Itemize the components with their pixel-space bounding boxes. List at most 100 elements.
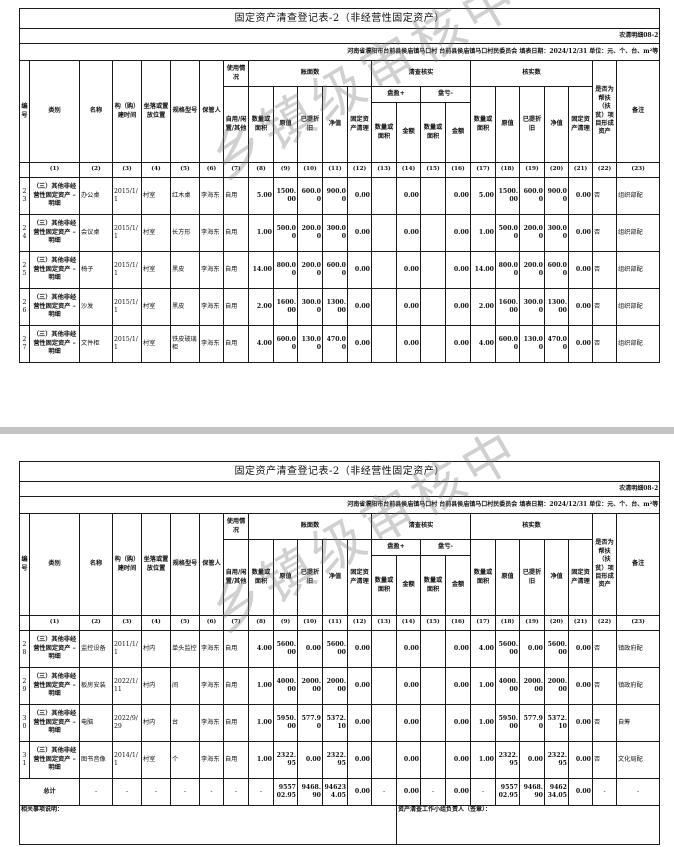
cell-poverty: 否	[592, 704, 617, 742]
total-build-time: -	[112, 778, 142, 806]
cell-location: 村室	[141, 214, 171, 252]
col-loss-qty: 数量或面积	[420, 102, 446, 163]
cell-ver-orig: 800.00	[495, 251, 520, 289]
cell-surplus-amount: 0.00	[396, 667, 421, 705]
cell-book-clear: 0.00	[347, 214, 372, 252]
cell-poverty: 否	[592, 630, 617, 668]
cell-remark: 组织部配	[615, 251, 661, 289]
col-book-depr: 已提折旧	[297, 539, 323, 616]
column-number-row: (1) (2) (3) (4) (5) (6) (7) (8) (9) (10) (11) (12)(…	[19, 162, 661, 178]
cell-book-clear: 0.00	[347, 704, 372, 742]
cell-ver-qty: 4.00	[470, 630, 496, 668]
cell-ver-net: 900.00	[544, 177, 569, 215]
col-usage-sub: 自用/闲置/其他	[223, 86, 249, 163]
col-number: (1)	[29, 162, 80, 178]
cell-loss-amount: 0.00	[445, 704, 471, 742]
cell-name: 监控设备	[79, 630, 113, 668]
cell-keeper: 李海东	[199, 741, 224, 779]
cell-usage: 自用	[223, 325, 249, 363]
cell-ver-qty: 1.00	[470, 741, 496, 779]
cell-surplus-qty	[371, 251, 397, 289]
cell-build-time: 2022/9/29	[112, 704, 142, 742]
total-book-qty: -	[248, 778, 274, 806]
cell-poverty: 否	[592, 251, 617, 289]
cell-book-orig: 800.00	[273, 251, 298, 289]
col-number: (5)	[170, 162, 200, 178]
cell-ver-clear: 0.00	[568, 325, 593, 363]
cell-book-depr: 0.00	[297, 741, 323, 779]
cell-surplus-qty	[371, 214, 397, 252]
col-ver-depr: 已提折旧	[519, 539, 545, 616]
cell-build-time: 2015/1/1	[112, 325, 142, 363]
col-ver-qty: 数量或面积	[470, 539, 496, 616]
col-surplus: 盘盈+	[371, 539, 421, 556]
cell-name: 文件柜	[79, 325, 113, 363]
cell-poverty: 否	[592, 288, 617, 326]
cell-ver-qty: 14.00	[470, 251, 496, 289]
col-number: (17)	[470, 615, 496, 631]
cell-no: 31	[19, 741, 30, 779]
cell-book-net: 300.00	[322, 214, 348, 252]
cell-book-qty: 1.00	[248, 704, 274, 742]
col-number: (20)	[544, 162, 569, 178]
col-ver-clear: 固定资产清理	[568, 539, 593, 616]
total-name: -	[79, 778, 113, 806]
col-no: 编号	[19, 513, 30, 616]
cell-ver-qty: 1.00	[470, 667, 496, 705]
cell-spec: 单头监控	[170, 630, 200, 668]
col-ver-qty: 数量或面积	[470, 86, 496, 163]
cell-build-time: 2015/1/1	[112, 251, 142, 289]
table-row: 25 （三）其他非经营性固定资产 –明细 椅子 2015/1/1 村室 黑皮 李海东 自用 14…	[19, 251, 661, 289]
col-number: (2)	[79, 162, 113, 178]
col-surplus-amount: 金额	[396, 555, 421, 616]
col-category: 类别	[29, 60, 80, 163]
table-row: 23 （三）其他非经营性固定资产 –明细 办公桌 2015/1/1 村室 红木桌 李海东 自用…	[19, 177, 661, 215]
col-location: 坐落或置放位置	[141, 60, 171, 163]
col-number: (18)	[495, 162, 520, 178]
cell-no: 26	[19, 288, 30, 326]
col-poverty: 是否为帮扶（扶贫）项目形成资产	[592, 513, 617, 616]
total-usage: -	[223, 778, 249, 806]
table-row: 24 （三）其他非经营性固定资产 –明细 会议桌 2015/1/1 村室 长方形 李海东 自用…	[19, 214, 661, 252]
cell-book-qty: 1.00	[248, 214, 274, 252]
cell-loss-amount: 0.00	[445, 214, 471, 252]
cell-book-depr: 600.00	[297, 177, 323, 215]
cell-poverty: 否	[592, 177, 617, 215]
cell-location: 村室	[141, 288, 171, 326]
total-ver-orig: 955702.95	[495, 778, 520, 806]
cell-no: 28	[19, 630, 30, 668]
cell-ver-depr: 200.00	[519, 214, 545, 252]
cell-usage: 自用	[223, 251, 249, 289]
cell-loss-qty	[420, 325, 446, 363]
cell-usage: 自用	[223, 667, 249, 705]
cell-loss-qty	[420, 741, 446, 779]
cell-surplus-qty	[371, 630, 397, 668]
cell-location: 村内	[141, 630, 171, 668]
col-keeper: 保管人	[199, 513, 224, 616]
cell-ver-depr: 577.90	[519, 704, 545, 742]
page-separator	[0, 427, 674, 434]
cell-surplus-amount: 0.00	[396, 630, 421, 668]
cell-category: （三）其他非经营性固定资产 –明细	[29, 177, 80, 215]
table-row: 26 （三）其他非经营性固定资产 –明细 沙发 2015/1/1 村室 黑皮 李海东 自用 2.…	[19, 288, 661, 326]
cell-loss-amount: 0.00	[445, 741, 471, 779]
cell-surplus-amount: 0.00	[396, 741, 421, 779]
cell-book-orig: 4000.00	[273, 667, 298, 705]
cell-name: 图书音像	[79, 741, 113, 779]
col-location: 坐落或置放位置	[141, 513, 171, 616]
total-loss-qty: -	[420, 778, 446, 806]
col-surplus-amount: 金额	[396, 102, 421, 163]
cell-surplus-amount: 0.00	[396, 214, 421, 252]
col-group-verified: 核实数	[470, 60, 593, 87]
location-line: 河南省濮阳市台前县侯庙镇马口村 台前县侯庙镇马口村民委员会 填表日期：2024/…	[18, 43, 661, 61]
col-usage: 使用情况	[223, 60, 249, 87]
cell-spec: 铁皮玻璃柜	[170, 325, 200, 363]
cell-ver-depr: 2000.00	[519, 667, 545, 705]
total-surplus-qty: -	[371, 778, 397, 806]
col-ver-depr: 已提折旧	[519, 86, 545, 163]
total-label: 总计	[19, 778, 80, 806]
cell-loss-amount: 0.00	[445, 251, 471, 289]
col-book-net: 净值	[322, 539, 348, 616]
col-number: (12)	[347, 162, 372, 178]
cell-ver-depr: 130.00	[519, 325, 545, 363]
